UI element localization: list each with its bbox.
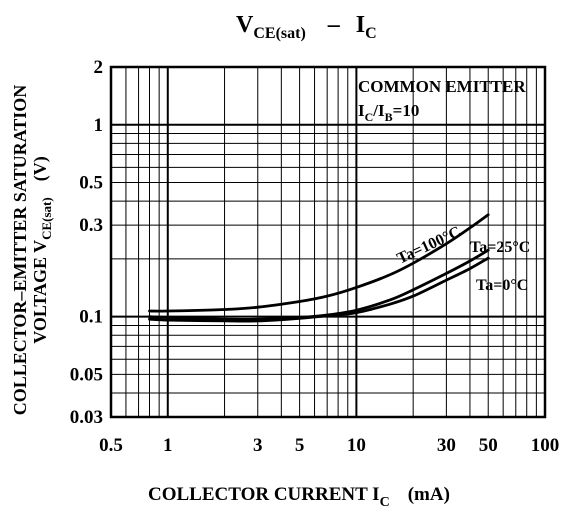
title-sub: CE(sat)	[253, 25, 305, 42]
x-tick-label: 30	[437, 435, 456, 456]
ylabel-line1: COLLECTOR–EMITTER SATURATION	[10, 85, 30, 416]
x-tick-label: 0.5	[99, 435, 123, 456]
xlabel-sub: C	[380, 495, 390, 510]
y-tick-label: 0.5	[79, 173, 103, 194]
y-tick-label: 0.05	[70, 364, 103, 385]
series-label-0c: Ta=0°C	[476, 277, 528, 294]
plot-frame	[109, 65, 547, 419]
tick-labels: 0.5 1 3 5 10 30 50 100 0.03 0.05 0.1 0.3 0.5 1 2	[70, 57, 560, 456]
series-layer	[148, 213, 490, 323]
xlabel-unit: (mA)	[408, 484, 450, 505]
x-tick-label: 10	[347, 435, 366, 456]
ylabel-line2-sub: CE(sat)	[39, 197, 54, 240]
chart-title: VCE(sat) – IC	[236, 12, 377, 42]
title-main2: I	[356, 12, 365, 38]
series-label-100c: Ta=100°C	[395, 223, 464, 267]
series-line-1	[148, 248, 490, 321]
y-tick-label: 2	[94, 57, 104, 78]
ylabel-line2: VOLTAGE VCE(sat) (V)	[30, 156, 54, 343]
x-tick-label: 100	[531, 435, 560, 456]
annotation-sub-b: B	[385, 110, 393, 124]
annotation-i: I	[358, 101, 365, 120]
title-main: V	[236, 12, 254, 38]
ylabel-line2-a: VOLTAGE V	[30, 240, 50, 344]
title-dash: –	[327, 12, 341, 38]
x-tick-label: 3	[253, 435, 263, 456]
y-tick-label: 0.3	[79, 215, 103, 236]
x-axis-label: COLLECTOR CURRENT IC (mA)	[148, 484, 450, 510]
annotation-eq: =10	[393, 101, 420, 120]
y-tick-label: 0.03	[70, 407, 103, 428]
annotation-line2: IC/IB=10	[358, 101, 419, 124]
title-sub2: C	[365, 25, 377, 42]
annotation-sub-c: C	[365, 110, 374, 124]
series-label-25c: Ta=25°C	[470, 239, 530, 256]
y-tick-label: 0.1	[79, 307, 103, 328]
y-tick-label: 1	[94, 115, 104, 136]
x-tick-label: 1	[163, 435, 173, 456]
x-tick-label: 5	[295, 435, 305, 456]
annotation-slash-i: /I	[372, 101, 385, 120]
y-axis-label: COLLECTOR–EMITTER SATURATION VOLTAGE VCE…	[10, 85, 54, 416]
series-line-2	[148, 256, 490, 323]
xlabel-text: COLLECTOR CURRENT I	[148, 484, 380, 505]
grid	[111, 67, 545, 417]
series-line-0	[148, 213, 490, 313]
annotation-line1: COMMON EMITTER	[358, 77, 526, 96]
ylabel-line2-b: (V)	[30, 156, 51, 181]
x-tick-label: 50	[479, 435, 498, 456]
